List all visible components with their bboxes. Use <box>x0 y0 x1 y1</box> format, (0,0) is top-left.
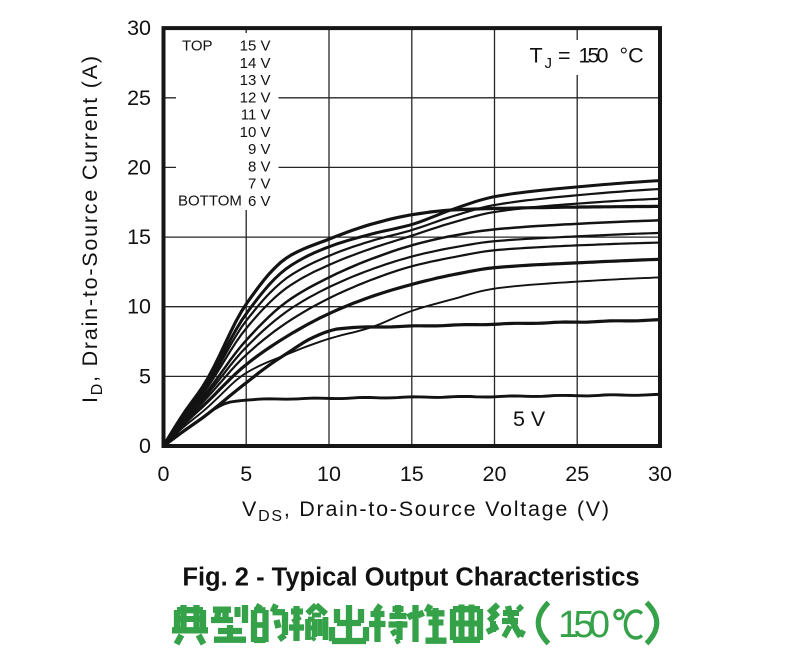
svg-text:7 V: 7 V <box>248 176 271 193</box>
svg-text:ID, Drain-to-Source Current (A: ID, Drain-to-Source Current (A) <box>78 56 106 403</box>
svg-text:30: 30 <box>127 16 151 40</box>
svg-text:150: 150 <box>579 44 609 68</box>
svg-text:10: 10 <box>317 462 341 486</box>
svg-text:5: 5 <box>240 462 252 486</box>
svg-text:30: 30 <box>648 462 672 486</box>
svg-text:11 V: 11 V <box>241 107 271 124</box>
svg-text:5: 5 <box>139 364 151 388</box>
svg-text:25: 25 <box>565 462 589 486</box>
svg-text:°C: °C <box>620 44 644 68</box>
svg-text:0: 0 <box>139 434 151 458</box>
svg-text:15 V: 15 V <box>240 38 271 55</box>
svg-text:10: 10 <box>127 295 151 319</box>
svg-text:0: 0 <box>158 462 170 486</box>
svg-text:9 V: 9 V <box>248 141 271 158</box>
svg-text:8 V: 8 V <box>248 158 271 175</box>
svg-text:BOTTOM: BOTTOM <box>178 193 242 210</box>
svg-text:10 V: 10 V <box>240 124 271 141</box>
svg-text:15: 15 <box>127 225 151 249</box>
svg-text:J: J <box>545 55 553 72</box>
svg-text:13 V: 13 V <box>240 72 271 89</box>
svg-text:VDS, Drain-to-Source Voltage (: V DS, Drain-to-Source Voltage (V) <box>242 497 609 525</box>
svg-text:150: 150 <box>558 604 610 646</box>
svg-text:12 V: 12 V <box>240 89 271 106</box>
svg-text:T: T <box>530 44 543 68</box>
svg-text:25: 25 <box>127 86 151 110</box>
svg-text:20: 20 <box>127 155 151 179</box>
svg-text:5 V: 5 V <box>513 407 546 431</box>
svg-text:6 V: 6 V <box>248 193 271 210</box>
svg-text:15: 15 <box>400 462 424 486</box>
svg-text:TOP: TOP <box>182 38 213 55</box>
svg-text:=: = <box>558 44 571 68</box>
svg-text:20: 20 <box>483 462 507 486</box>
svg-text:Fig. 2 - Typical Output Charac: Fig. 2 - Typical Output Characteristics <box>182 564 639 592</box>
svg-text:14 V: 14 V <box>240 55 271 72</box>
